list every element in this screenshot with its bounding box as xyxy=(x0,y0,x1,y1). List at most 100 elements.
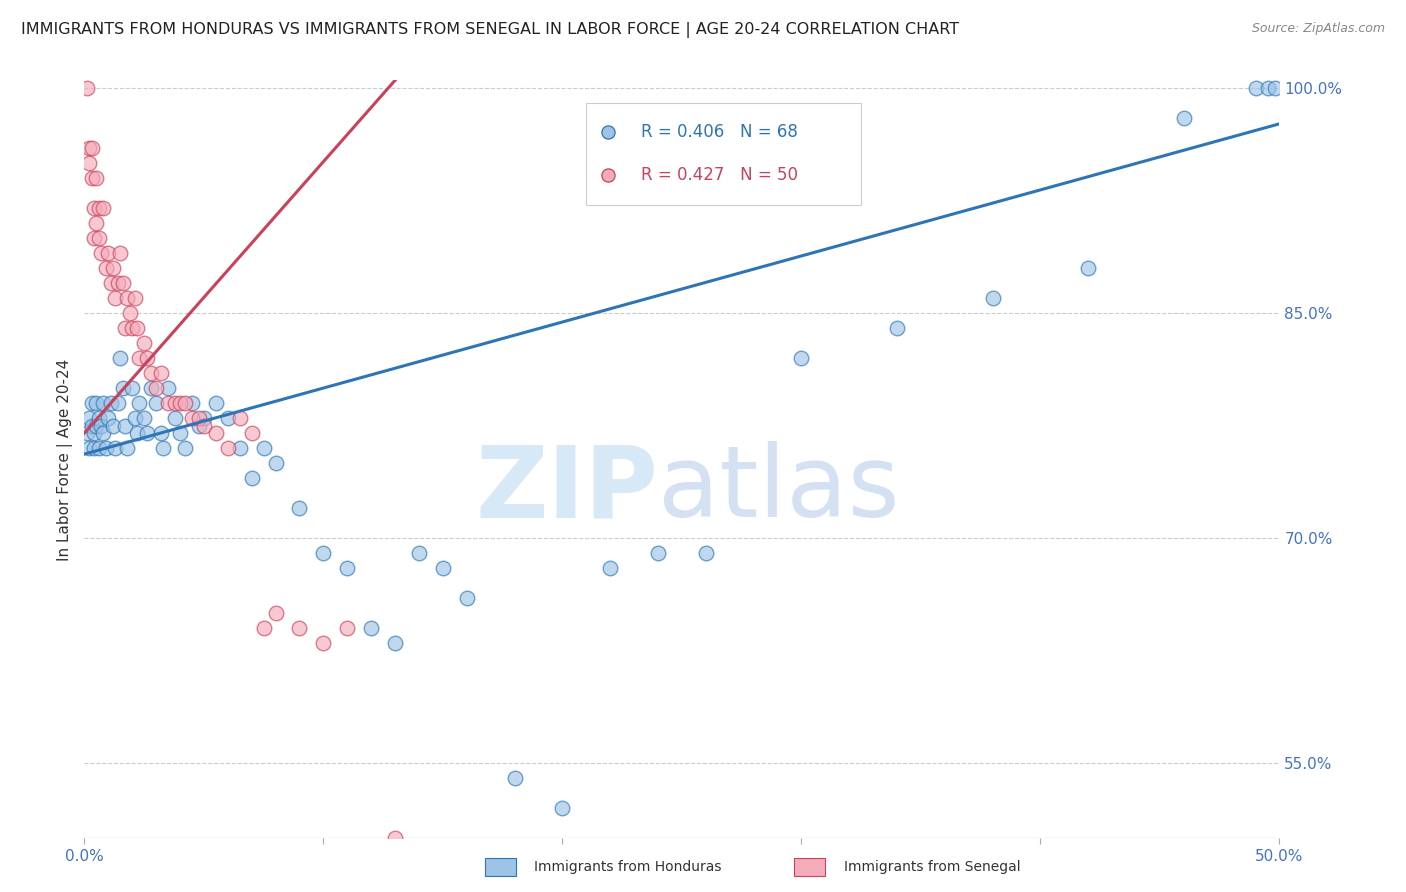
Point xyxy=(264,607,287,621)
Point xyxy=(97,411,120,425)
Text: IMMIGRANTS FROM HONDURAS VS IMMIGRANTS FROM SENEGAL IN LABOR FORCE | AGE 20-24 C: IMMIGRANTS FROM HONDURAS VS IMMIGRANTS F… xyxy=(21,22,959,38)
Point xyxy=(205,396,228,410)
Point xyxy=(165,411,187,425)
Point xyxy=(157,396,180,410)
Point xyxy=(149,366,172,380)
Point xyxy=(87,441,110,455)
Point xyxy=(360,621,382,635)
Point xyxy=(432,561,454,575)
Point xyxy=(117,291,139,305)
Point xyxy=(132,336,156,351)
Point xyxy=(1244,80,1267,95)
Point xyxy=(77,156,100,170)
Point xyxy=(124,291,146,305)
Point xyxy=(80,141,103,155)
Point xyxy=(312,546,335,560)
Point xyxy=(80,170,103,185)
Point xyxy=(165,396,187,410)
Point xyxy=(86,418,108,433)
Point xyxy=(384,636,406,650)
Point xyxy=(288,501,311,516)
Point xyxy=(1257,80,1279,95)
Point xyxy=(77,411,100,425)
Point xyxy=(110,246,132,260)
Point xyxy=(456,591,478,606)
Point xyxy=(193,411,215,425)
Point xyxy=(90,418,112,433)
Point xyxy=(145,396,167,410)
Point xyxy=(336,561,359,575)
Point xyxy=(128,396,150,410)
Point xyxy=(790,351,813,365)
Point xyxy=(107,396,129,410)
Point xyxy=(83,231,105,245)
Point xyxy=(83,426,105,441)
Point xyxy=(217,411,239,425)
Point xyxy=(152,441,174,455)
Point xyxy=(229,441,252,455)
Point xyxy=(124,411,146,425)
Point xyxy=(110,351,132,365)
Point xyxy=(205,426,228,441)
Point xyxy=(173,396,195,410)
Point xyxy=(90,246,112,260)
Point xyxy=(104,441,127,455)
Point xyxy=(114,418,136,433)
Point xyxy=(169,396,191,410)
Point xyxy=(384,831,406,846)
Point xyxy=(336,621,359,635)
Point xyxy=(94,260,117,275)
Text: Immigrants from Honduras: Immigrants from Honduras xyxy=(534,860,721,874)
Point xyxy=(312,636,335,650)
Point xyxy=(80,418,103,433)
Point xyxy=(100,276,122,290)
Point xyxy=(240,471,263,485)
Point xyxy=(101,260,124,275)
Point xyxy=(145,381,167,395)
Point xyxy=(173,441,195,455)
Point xyxy=(93,426,115,441)
Point xyxy=(229,411,252,425)
Point xyxy=(121,381,143,395)
Point xyxy=(93,396,115,410)
Point xyxy=(551,801,574,815)
Point xyxy=(114,321,136,335)
Point xyxy=(111,276,134,290)
Point xyxy=(77,441,100,455)
Point xyxy=(87,411,110,425)
Point xyxy=(76,426,98,441)
Point xyxy=(253,441,276,455)
Point xyxy=(169,426,191,441)
Point xyxy=(128,351,150,365)
Point xyxy=(118,306,141,320)
Point xyxy=(1121,183,1143,197)
Text: Immigrants from Senegal: Immigrants from Senegal xyxy=(844,860,1021,874)
Point xyxy=(647,546,669,560)
Point xyxy=(97,246,120,260)
Point xyxy=(188,411,211,425)
Point xyxy=(86,216,108,230)
Point xyxy=(76,80,98,95)
Point xyxy=(149,426,172,441)
Point xyxy=(1077,260,1099,275)
Point xyxy=(86,396,108,410)
Point xyxy=(181,396,204,410)
Point xyxy=(132,411,156,425)
FancyBboxPatch shape xyxy=(586,103,862,205)
Point xyxy=(104,291,127,305)
Point xyxy=(264,456,287,470)
Point xyxy=(80,396,103,410)
Point xyxy=(135,426,157,441)
Point xyxy=(181,411,204,425)
Point xyxy=(599,561,621,575)
Point xyxy=(157,381,180,395)
Point xyxy=(141,381,163,395)
Point xyxy=(125,426,148,441)
Point xyxy=(408,546,430,560)
Point xyxy=(886,321,908,335)
Point xyxy=(1121,268,1143,283)
Text: atlas: atlas xyxy=(658,442,900,538)
Point xyxy=(77,141,100,155)
Point xyxy=(141,366,163,380)
Point xyxy=(87,231,110,245)
